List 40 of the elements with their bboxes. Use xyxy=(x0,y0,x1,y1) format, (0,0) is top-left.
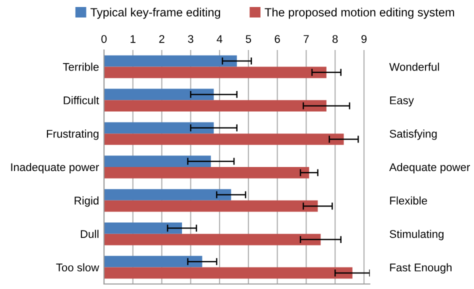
y-tick-label: Terrible xyxy=(62,62,99,71)
x-tick-label: 8 xyxy=(332,35,338,43)
bar xyxy=(104,256,202,268)
x-tick-label: 7 xyxy=(304,35,309,43)
y-tick-label: Rigid xyxy=(74,196,98,207)
x-tick-label: 2 xyxy=(159,35,164,43)
bar xyxy=(104,122,214,134)
bar xyxy=(104,55,237,67)
x-tick-label: 3 xyxy=(188,35,194,43)
x-tick-label: 9 xyxy=(361,35,367,43)
bar xyxy=(104,234,321,246)
legend-label: Typical key-frame editing xyxy=(90,8,220,19)
bar xyxy=(104,88,214,100)
bar xyxy=(104,134,344,145)
legend-label: The proposed motion editing system xyxy=(264,8,454,19)
bar xyxy=(104,222,182,234)
y2-tick-label: Satisfying xyxy=(390,130,437,140)
x-tick-label: 0 xyxy=(101,35,107,43)
y-tick-label: Too slow xyxy=(56,263,100,272)
bar xyxy=(104,200,318,212)
y2-tick-label: Easy xyxy=(390,96,414,106)
x-tick-label: 4 xyxy=(216,35,222,43)
bar xyxy=(104,156,211,167)
x-tick-label: 6 xyxy=(274,35,280,43)
bar xyxy=(104,100,326,112)
x-tick-label: 1 xyxy=(130,35,136,43)
bar xyxy=(104,189,232,200)
y2-tick-label: Stimulating xyxy=(390,230,444,240)
y2-tick-label: Fast Enough xyxy=(390,263,452,274)
y2-tick-label: Flexible xyxy=(390,196,428,205)
x-tick-label: 5 xyxy=(246,35,252,43)
y-tick-label: Inadequate power xyxy=(11,162,99,174)
bar xyxy=(104,66,326,78)
bar xyxy=(104,167,310,178)
y-tick-label: Frustrating xyxy=(46,130,98,140)
bar xyxy=(104,267,352,279)
y-tick-label: Difficult xyxy=(64,96,100,104)
y2-tick-label: Wonderful xyxy=(389,62,439,71)
y-tick-label: Dull xyxy=(80,230,98,238)
y2-tick-label: Adequate power xyxy=(389,162,470,174)
